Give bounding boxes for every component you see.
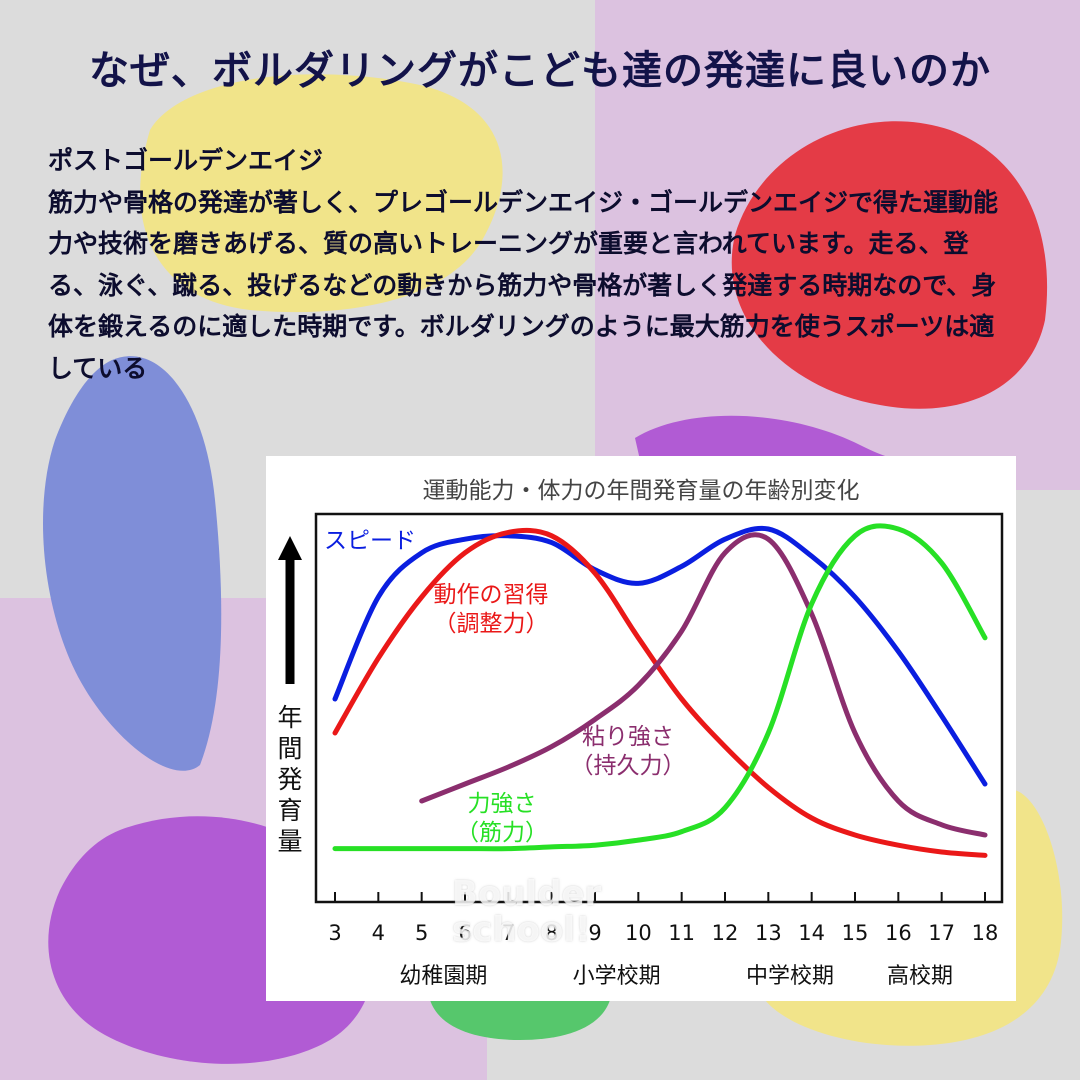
age-period-label: 高校期 xyxy=(887,964,953,989)
body-text: ポストゴールデンエイジ 筋力や骨格の発達が著しく、プレゴールデンエイジ・ゴールデ… xyxy=(48,140,1018,389)
series-label: （調整力） xyxy=(434,611,549,637)
chart-title: 運動能力・体力の年間発育量の年齢別変化 xyxy=(423,478,860,504)
plot-frame xyxy=(314,512,1004,904)
x-tick-label: 12 xyxy=(712,921,739,945)
series-label: （持久力） xyxy=(571,753,686,779)
series-label: 粘り強さ xyxy=(582,724,674,750)
series-label: 動作の習得 xyxy=(434,582,549,608)
x-tick-label: 11 xyxy=(668,921,695,945)
y-axis-label-char: 年 xyxy=(277,703,302,732)
x-tick-label: 18 xyxy=(972,921,999,945)
growth-chart: 運動能力・体力の年間発育量の年齢別変化 3 4 5 6 7 8 9 10 11 12 13 14 15 16… xyxy=(277,478,1004,989)
body-paragraph: 筋力や骨格の発達が著しく、プレゴールデンエイジ・ゴールデンエイジで得た運動能力や… xyxy=(48,187,999,383)
bg-yellow-blob-top xyxy=(140,74,503,313)
y-axis-label-char: 育 xyxy=(277,796,302,825)
series-line-2 xyxy=(419,532,988,838)
bg-blue-blob xyxy=(43,356,222,771)
bg-purple-blob-mid xyxy=(635,415,900,460)
x-tick-label: 7 xyxy=(502,921,515,945)
series-label: 力強さ xyxy=(468,791,537,817)
y-axis-label-char: 間 xyxy=(277,734,302,763)
series-line-3 xyxy=(332,523,988,852)
x-tick-label: 10 xyxy=(625,921,652,945)
x-tick-label: 13 xyxy=(755,921,782,945)
x-tick-label: 9 xyxy=(588,921,601,945)
bg-red-blob xyxy=(731,121,1048,409)
y-axis-label-char: 量 xyxy=(277,827,302,856)
page-title: なぜ、ボルダリングがこども達の発達に良いのか xyxy=(89,48,991,94)
age-period-label: 中学校期 xyxy=(746,964,834,989)
series-line-1 xyxy=(332,527,988,858)
series-line-0 xyxy=(332,525,988,787)
x-tick-label: 14 xyxy=(798,921,825,945)
x-tick-label: 5 xyxy=(415,921,428,945)
age-period-label: 小学校期 xyxy=(573,964,661,989)
x-tick-label: 16 xyxy=(885,921,912,945)
x-tick-label: 6 xyxy=(458,921,471,945)
y-axis-label-char: 発 xyxy=(277,765,302,794)
series-label: （筋力） xyxy=(456,820,548,846)
body-heading: ポストゴールデンエイジ xyxy=(48,146,324,175)
age-period-label: 幼稚園期 xyxy=(399,964,487,989)
x-tick-label: 3 xyxy=(328,921,341,945)
y-axis-arrow-head xyxy=(278,536,302,560)
chart-panel: 運動能力・体力の年間発育量の年齢別変化 3 4 5 6 7 8 9 10 11 12 13 14 15 16… xyxy=(266,456,1016,1001)
x-tick-label: 4 xyxy=(372,921,385,945)
series-label: スピード xyxy=(324,528,416,554)
bg-green-blob xyxy=(430,1000,610,1040)
x-tick-label: 15 xyxy=(842,921,869,945)
bg-yellow-blob-bottom xyxy=(765,790,1063,1046)
x-tick-label: 17 xyxy=(928,921,955,945)
x-tick-label: 8 xyxy=(545,921,558,945)
